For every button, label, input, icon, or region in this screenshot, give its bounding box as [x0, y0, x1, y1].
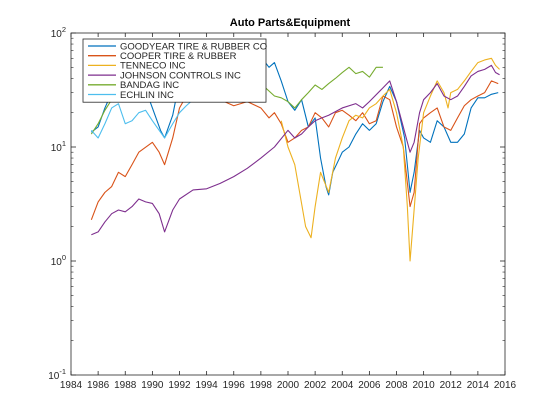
x-tick-label: 2004 [331, 380, 354, 391]
x-tick-label: 2016 [494, 380, 517, 391]
legend-label-3: JOHNSON CONTROLS INC [120, 70, 241, 81]
series-line-0 [91, 56, 499, 196]
x-tick-label: 1984 [60, 380, 83, 391]
x-tick-label: 2006 [358, 380, 381, 391]
x-tick-label: 1998 [250, 380, 273, 391]
x-tick-label: 2008 [385, 380, 408, 391]
legend-label-1: COOPER TIRE & RUBBER [120, 51, 237, 62]
x-tick-label: 2000 [277, 380, 300, 391]
series-line-2 [280, 57, 500, 262]
x-tick-label: 1990 [141, 380, 164, 391]
legend-label-4: BANDAG INC [120, 80, 179, 91]
y-tick-label: 10-1 [48, 367, 66, 382]
y-tick-label: 102 [51, 25, 66, 40]
x-tick-label: 1988 [114, 380, 137, 391]
x-tick-label: 1996 [223, 380, 246, 391]
x-tick-label: 2012 [440, 380, 463, 391]
chart-title: Auto Parts&Equipment [230, 17, 351, 29]
series-line-1 [90, 80, 499, 220]
legend-label-2: TENNECO INC [120, 61, 186, 72]
x-tick-label: 1992 [168, 380, 191, 391]
x-tick-label: 2014 [467, 380, 490, 391]
y-tick-label: 100 [51, 253, 66, 268]
legend-box [82, 38, 267, 103]
x-tick-label: 1994 [196, 380, 219, 391]
legend-label-5: ECHLIN INC [120, 90, 174, 101]
axes: 1984 1986 1988 1990 1992 1994 1996 1998 2000 2002… [48, 25, 516, 391]
plot-area [90, 56, 500, 262]
x-tick-label: 1986 [87, 380, 110, 391]
legend-label-0: GOODYEAR TIRE & RUBBER CO [120, 41, 267, 52]
y-tick-label: 101 [51, 139, 66, 154]
x-tick-label: 2010 [413, 380, 436, 391]
x-tick-label: 2002 [304, 380, 327, 391]
series-line-3 [91, 64, 500, 236]
